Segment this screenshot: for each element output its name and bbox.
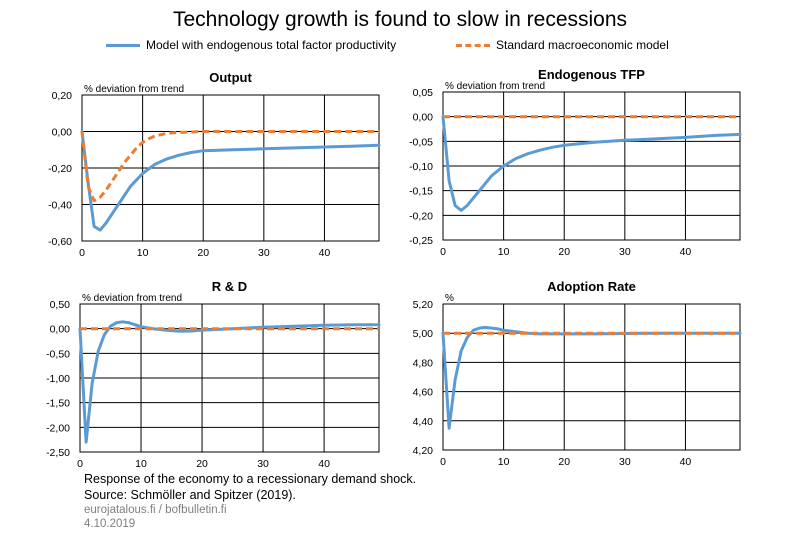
chart4-xtick-label: 0 — [440, 456, 446, 468]
chart3-ytick-label: 0,50 — [50, 299, 71, 311]
chart1-ytick-label: 0,20 — [52, 90, 73, 102]
legend-label-model: Model with endogenous total factor produ… — [146, 38, 397, 52]
charts-area: Output % deviation from trend 0,20 0,00 -0,2… — [46, 67, 742, 470]
chart2-xtick-label: 40 — [680, 246, 692, 258]
chart3-ytick-label: -1,50 — [46, 398, 70, 410]
chart3-xtick-label: 0 — [77, 458, 83, 470]
chart3-ytick-label: 0,00 — [50, 324, 71, 336]
chart1-series-model — [80, 130, 381, 232]
chart4-ytick-label: 4,20 — [413, 445, 434, 457]
chart4-xtick-label: 20 — [558, 456, 570, 468]
chart4-ytick-label: 4,80 — [413, 357, 434, 369]
chart4-ytick-label: 4,60 — [413, 387, 434, 399]
chart2-ytick-label: -0,25 — [409, 235, 433, 247]
chart1-xtick-label: 10 — [137, 247, 149, 259]
chart3-unit-label: % deviation from trend — [82, 293, 182, 304]
chart4-xtick-label: 40 — [680, 456, 692, 468]
legend-swatch-model — [106, 43, 140, 47]
chart1-ytick-label: -0,20 — [48, 163, 72, 175]
chart2-ytick-label: -0,15 — [409, 186, 433, 198]
chart1-ytick-label: -0,60 — [48, 236, 72, 248]
chart1-ytick-label: -0,40 — [48, 200, 72, 212]
legend-item-model: Model with endogenous total factor produ… — [106, 38, 396, 52]
chart1-frame — [81, 94, 380, 242]
footer-date: 4.10.2019 — [84, 518, 136, 530]
footer-note: Response of the economy to a recessionar… — [84, 472, 417, 486]
chart4-ytick-label: 4,40 — [413, 416, 434, 428]
chart1-xtick-label: 40 — [319, 247, 331, 259]
chart2-ytick-label: -0,20 — [409, 210, 433, 222]
chart4-series-model — [441, 325, 742, 430]
chart3-ytick-label: -2,00 — [46, 422, 70, 434]
chart1-unit-label: % deviation from trend — [84, 84, 184, 95]
chart3-frame — [79, 303, 380, 453]
chart2-frame — [442, 91, 741, 241]
chart2-ytick-label: -0,05 — [409, 136, 433, 148]
chart3-xtick-label: 10 — [135, 458, 147, 470]
chart2-xtick-label: 0 — [440, 246, 446, 258]
footer-source: Source: Schmöller and Spitzer (2019). — [84, 488, 296, 502]
legend-swatch-standard — [456, 43, 490, 47]
legend: Model with endogenous total factor produ… — [0, 38, 800, 58]
chart2-series-model — [441, 115, 742, 212]
chart3-ytick-label: -1,00 — [46, 373, 70, 385]
chart2-title: Endogenous TFP — [538, 67, 645, 82]
chart4-xtick-label: 10 — [498, 456, 510, 468]
chart1-title: Output — [209, 70, 252, 85]
chart3-title: R & D — [212, 279, 247, 294]
chart2-xtick-label: 10 — [498, 246, 510, 258]
chart4-frame — [442, 303, 741, 451]
chart1-xtick-label: 0 — [79, 247, 85, 259]
chart4-xtick-label: 30 — [619, 456, 631, 468]
chart4-title: Adoption Rate — [547, 279, 636, 294]
figure-title: Technology growth is found to slow in re… — [172, 8, 628, 31]
chart2-ytick-label: -0,10 — [409, 161, 433, 173]
chart2-xtick-label: 20 — [558, 246, 570, 258]
chart1-series-standard — [80, 130, 379, 203]
chart1-xtick-label: 30 — [258, 247, 270, 259]
chart2-unit-label: % deviation from trend — [445, 81, 545, 92]
chart2-ytick-label: 0,00 — [413, 112, 434, 124]
chart2-ytick-label: 0,05 — [413, 87, 434, 99]
chart2-xtick-label: 30 — [619, 246, 631, 258]
footer-site: eurojatalous.fi / bofbulletin.fi — [84, 504, 227, 516]
chart4-ytick-label: 5,20 — [413, 299, 434, 311]
chart3-xtick-label: 30 — [257, 458, 269, 470]
chart1-xtick-label: 20 — [197, 247, 209, 259]
legend-label-standard: Standard macroeconomic model — [496, 38, 669, 52]
chart3-series-model — [78, 320, 381, 444]
legend-item-standard: Standard macroeconomic model — [456, 38, 669, 52]
chart3-ytick-label: -2,50 — [46, 447, 70, 459]
chart1-ytick-label: 0,00 — [52, 127, 73, 139]
chart4-ytick-label: 5,00 — [413, 328, 434, 340]
chart3-xtick-label: 40 — [318, 458, 330, 470]
chart3-xtick-label: 20 — [196, 458, 208, 470]
chart4-unit-label: % — [445, 293, 454, 304]
chart3-ytick-label: -0,50 — [46, 348, 70, 360]
